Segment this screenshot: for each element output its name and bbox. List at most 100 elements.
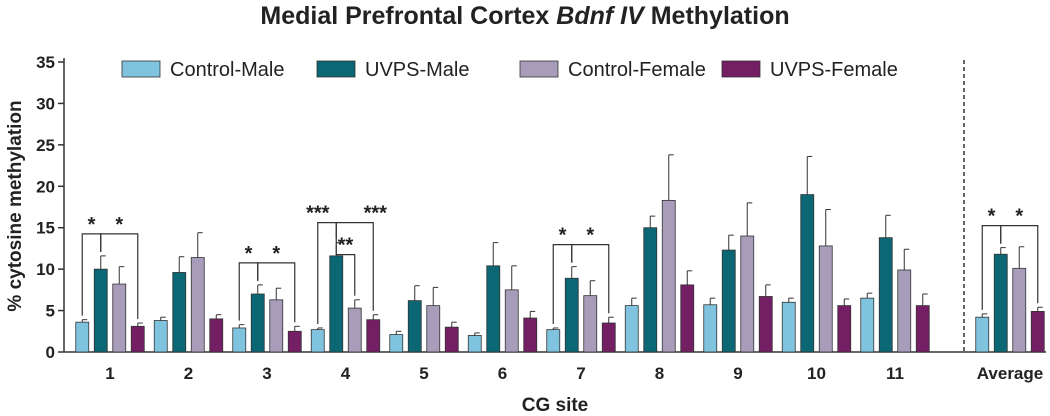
bar [366, 319, 381, 353]
bar [800, 194, 815, 353]
y-tick-label: 25 [36, 136, 55, 155]
significance-star: * [586, 225, 594, 247]
bar [564, 277, 579, 353]
bar [781, 301, 796, 353]
x-tick-label: 8 [655, 364, 664, 383]
bracket-male-vs-female-uvps [257, 262, 296, 323]
bar [190, 257, 205, 353]
bar [444, 326, 459, 353]
legend-swatch [316, 60, 356, 78]
significance-star: * [988, 206, 996, 228]
bar [153, 320, 168, 353]
x-axis: 1 2 3 4 5 6 7 8 9 10 11 Average [64, 351, 1046, 383]
y-tick-label: 0 [46, 343, 55, 362]
bar [112, 283, 127, 353]
legend-label: Control-Male [170, 59, 284, 81]
bracket-male-vs-female-uvps [100, 233, 139, 319]
significance-star: ** [338, 235, 354, 257]
bar [878, 237, 893, 353]
bar [818, 245, 833, 353]
bar [389, 334, 404, 353]
bar [287, 330, 302, 353]
significance-brackets: * ** **** ***** * ** * [81, 203, 1039, 324]
y-tick-label: 10 [36, 260, 55, 279]
x-tick-label: 6 [498, 364, 507, 383]
significance-star: * [272, 243, 280, 265]
y-axis: 0 5 10 15 20 25 30 35 [36, 53, 65, 362]
bar [975, 316, 990, 353]
significance-star: *** [364, 203, 388, 225]
bar [721, 249, 736, 353]
bracket-male-vs-female-uvps [335, 222, 374, 311]
bar [740, 235, 755, 353]
bar [758, 296, 773, 353]
legend-label: Control-Female [568, 59, 706, 81]
legend-label: UVPS-Male [365, 59, 469, 81]
x-tick-label: 7 [576, 364, 585, 383]
bracket-male-vs-female-uvps [1000, 225, 1039, 304]
bar [486, 265, 501, 353]
significance-star: *** [306, 203, 330, 225]
bar [75, 321, 90, 353]
bar [407, 300, 422, 353]
bar [703, 304, 718, 353]
bar [1012, 267, 1027, 353]
bar [860, 297, 875, 353]
bar [250, 293, 265, 353]
x-tick-label: 4 [341, 364, 351, 383]
significance-star: * [559, 225, 567, 247]
significance-star: * [1015, 206, 1023, 228]
legend-swatch [721, 60, 761, 78]
bar [209, 318, 224, 353]
bar [310, 329, 325, 353]
bar [897, 269, 912, 353]
bar [426, 305, 441, 353]
bar [643, 227, 658, 353]
bar [680, 284, 695, 353]
bar [993, 253, 1008, 353]
x-tick-label: 3 [262, 364, 271, 383]
bar [583, 295, 598, 353]
bar [837, 305, 852, 353]
bar [232, 327, 247, 353]
significance-star: * [115, 214, 123, 236]
bar [172, 272, 187, 353]
bar [467, 335, 482, 353]
x-tick-label: 2 [184, 364, 193, 383]
bar [130, 325, 145, 353]
bracket-uvps-male-vs-control-female [335, 238, 356, 296]
x-tick-label: Average [977, 364, 1043, 383]
x-tick-label: 11 [886, 364, 904, 383]
legend: Control-Male UVPS-Male Control-Female UVPS-… [121, 59, 898, 81]
y-axis-label: % cytosine methylation [5, 100, 26, 311]
x-tick-label: 5 [419, 364, 428, 383]
bar [269, 299, 284, 353]
bar [523, 317, 538, 353]
legend-label: UVPS-Female [770, 59, 898, 81]
bar [1030, 310, 1045, 353]
chart-title: Medial Prefrontal Cortex Bdnf IV Methyla… [260, 2, 790, 30]
x-tick-label: 9 [733, 364, 742, 383]
x-tick-label: 10 [807, 364, 826, 383]
bar [504, 289, 519, 353]
bars [75, 154, 1045, 353]
x-tick-label: 1 [105, 364, 114, 383]
significance-star: * [88, 214, 96, 236]
bar [546, 329, 561, 353]
y-tick-label: 20 [36, 177, 55, 196]
y-tick-label: 35 [36, 53, 55, 72]
bar [661, 199, 676, 353]
legend-swatch [121, 60, 161, 78]
bracket-male-vs-female-uvps [571, 244, 610, 314]
bar [915, 305, 930, 353]
y-tick-label: 15 [36, 219, 55, 238]
x-axis-label: CG site [522, 395, 589, 416]
significance-star: * [245, 243, 253, 265]
y-tick-label: 5 [46, 302, 55, 321]
bar [624, 305, 639, 353]
y-tick-label: 30 [36, 94, 55, 113]
bar [329, 255, 344, 353]
legend-swatch [519, 60, 559, 78]
